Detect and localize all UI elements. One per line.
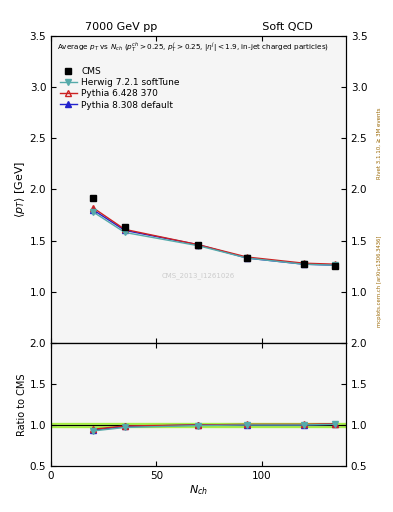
Herwig 7.2.1 softTune xyxy=(123,229,127,236)
Pythia 8.308 default xyxy=(301,261,306,267)
Bar xyxy=(51,422,346,428)
Herwig 7.2.1 softTune xyxy=(301,261,306,267)
Text: mcplots.cern.ch [arXiv:1306.3436]: mcplots.cern.ch [arXiv:1306.3436] xyxy=(377,236,382,327)
Pythia 6.428 370 xyxy=(123,226,127,232)
Y-axis label: $\langle p_T\rangle$ [GeV]: $\langle p_T\rangle$ [GeV] xyxy=(13,161,27,218)
Pythia 8.308 default xyxy=(244,255,249,261)
Legend: CMS, Herwig 7.2.1 softTune, Pythia 6.428 370, Pythia 8.308 default: CMS, Herwig 7.2.1 softTune, Pythia 6.428… xyxy=(59,65,182,111)
CMS xyxy=(301,261,306,267)
CMS xyxy=(244,255,249,261)
CMS xyxy=(333,263,338,269)
X-axis label: $N_{ch}$: $N_{ch}$ xyxy=(189,483,208,497)
Pythia 8.308 default xyxy=(333,262,338,268)
Herwig 7.2.1 softTune xyxy=(244,255,249,261)
Herwig 7.2.1 softTune xyxy=(196,243,201,249)
Herwig 7.2.1 softTune xyxy=(91,209,95,215)
CMS xyxy=(123,224,127,230)
Pythia 6.428 370 xyxy=(196,242,201,248)
Line: Pythia 8.308 default: Pythia 8.308 default xyxy=(90,207,338,268)
Pythia 6.428 370 xyxy=(244,254,249,260)
Y-axis label: Ratio to CMS: Ratio to CMS xyxy=(17,373,27,436)
Text: CMS_2013_I1261026: CMS_2013_I1261026 xyxy=(162,272,235,279)
Pythia 6.428 370 xyxy=(301,260,306,266)
Text: Rivet 3.1.10, ≥ 3M events: Rivet 3.1.10, ≥ 3M events xyxy=(377,108,382,179)
Pythia 8.308 default xyxy=(196,242,201,248)
Line: CMS: CMS xyxy=(90,194,339,270)
Line: Pythia 6.428 370: Pythia 6.428 370 xyxy=(90,205,338,267)
Herwig 7.2.1 softTune xyxy=(333,262,338,268)
Title: 7000 GeV pp                              Soft QCD: 7000 GeV pp Soft QCD xyxy=(84,23,312,32)
Text: Average $p_T$ vs $N_{ch}$ ($p_T^{ch}$$>$0.25, $p_T^j$$>$0.25, $|\eta^j|$$<$1.9, : Average $p_T$ vs $N_{ch}$ ($p_T^{ch}$$>$… xyxy=(57,40,329,54)
CMS xyxy=(91,195,95,201)
Pythia 6.428 370 xyxy=(333,261,338,267)
Pythia 8.308 default xyxy=(91,207,95,213)
CMS xyxy=(196,242,201,248)
Pythia 6.428 370 xyxy=(91,205,95,211)
Pythia 8.308 default xyxy=(123,227,127,233)
Line: Herwig 7.2.1 softTune: Herwig 7.2.1 softTune xyxy=(90,209,338,268)
